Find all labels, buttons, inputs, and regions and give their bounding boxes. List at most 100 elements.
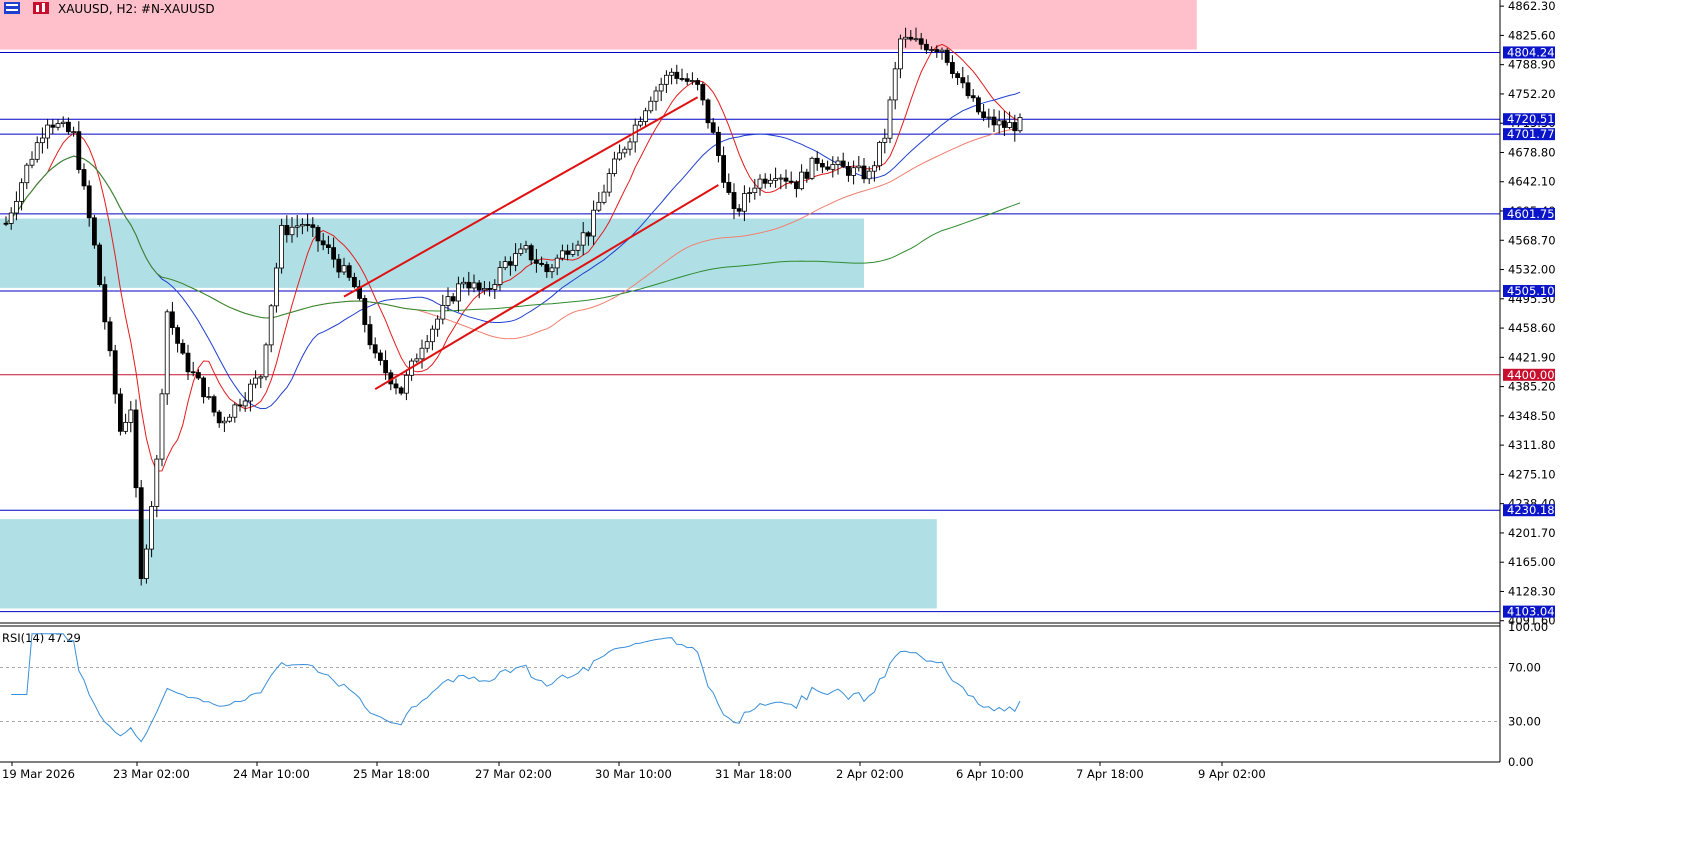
y-tick-label: 4568.70	[1508, 233, 1556, 247]
chart-type-icon[interactable]	[33, 2, 49, 14]
level-price-tag	[1503, 284, 1555, 297]
candle	[107, 317, 113, 357]
rsi-y-tick-label: 0.00	[1508, 755, 1534, 769]
bull-candle-body	[123, 422, 128, 432]
x-tick-label: 9 Apr 02:00	[1198, 767, 1266, 781]
candle	[939, 47, 945, 60]
x-tick-label: 27 Mar 02:00	[475, 767, 552, 781]
bull-candle-body	[1007, 122, 1012, 128]
candle	[206, 386, 212, 400]
bull-candle-body	[882, 137, 888, 143]
bull-candle-body	[403, 374, 409, 394]
candle	[731, 183, 737, 220]
candle	[778, 174, 784, 190]
bull-candle-body	[560, 250, 565, 259]
bear-candle-body	[840, 160, 846, 167]
bear-candle-body	[960, 77, 966, 84]
bull-candle-body	[419, 347, 425, 360]
bull-candle-body	[19, 182, 25, 202]
candle	[227, 414, 233, 423]
x-tick-label: 24 Mar 10:00	[233, 767, 310, 781]
bear-candle-body	[393, 383, 399, 389]
bull-candle-body	[232, 404, 238, 418]
candle	[643, 107, 648, 127]
candle	[830, 156, 836, 178]
bull-candle-body	[247, 383, 253, 402]
bear-candle-body	[107, 321, 113, 352]
candle	[612, 151, 617, 177]
bull-candle-body	[752, 187, 758, 194]
bear-candle-body	[950, 62, 955, 74]
bull-candle-body	[835, 160, 841, 165]
y-tick-label: 4275.10	[1508, 467, 1556, 481]
candle	[809, 156, 815, 181]
bear-candle-body	[736, 208, 742, 212]
level-price-label: 4720.51	[1507, 112, 1555, 126]
y-tick-label: 4642.10	[1508, 175, 1556, 189]
bull-candle-body	[440, 305, 446, 320]
candle	[466, 271, 472, 296]
bear-candle-body	[138, 487, 144, 579]
supply-zone	[0, 0, 1197, 50]
bull-candle-body	[60, 121, 66, 124]
bull-candle-body	[258, 376, 264, 379]
candle	[50, 119, 56, 135]
chart-menu-icon[interactable]	[4, 2, 20, 14]
chart-menu-icon-bar	[6, 4, 18, 6]
candle	[24, 162, 30, 190]
candle	[1017, 113, 1023, 133]
candle	[934, 45, 940, 58]
candle	[664, 70, 669, 93]
candle	[383, 350, 389, 380]
candle	[66, 117, 71, 135]
candle	[445, 287, 451, 311]
bear-candle-body	[762, 178, 768, 184]
candle	[273, 262, 279, 313]
chart-header[interactable]: XAUUSD, H2: #N-XAUUSD	[4, 2, 215, 16]
bull-candle-body	[617, 152, 622, 160]
bull-candle-body	[877, 141, 882, 167]
bear-candle-body	[195, 372, 201, 379]
bear-candle-body	[861, 165, 867, 180]
bull-candle-body	[929, 49, 934, 51]
level-price-label: 4230.18	[1507, 503, 1555, 517]
candle	[299, 218, 305, 235]
bull-candle-body	[768, 179, 773, 184]
candle	[622, 146, 628, 158]
candle	[924, 39, 929, 54]
bear-candle-body	[991, 116, 997, 126]
bear-candle-body	[788, 180, 794, 183]
channel-line[interactable]	[343, 96, 699, 298]
bull-candle-body	[8, 212, 14, 224]
candle	[866, 166, 872, 185]
bull-candle-body	[497, 267, 503, 285]
bear-candle-body	[965, 82, 971, 97]
candle	[825, 160, 830, 172]
candle	[591, 200, 596, 245]
bull-candle-body	[445, 296, 451, 306]
bear-candle-body	[804, 171, 810, 179]
channel-line[interactable]	[374, 184, 719, 391]
bull-candle-body	[29, 158, 35, 166]
candle	[736, 204, 742, 217]
candle	[544, 261, 550, 278]
y-tick-label: 4458.60	[1508, 321, 1556, 335]
candle	[898, 34, 903, 79]
bull-candle-body	[809, 157, 815, 179]
bear-candle-body	[924, 43, 929, 51]
bear-candle-body	[726, 181, 732, 193]
candle	[820, 159, 825, 174]
bull-candle-body	[690, 80, 695, 82]
bear-candle-body	[169, 311, 175, 328]
candle	[846, 161, 851, 182]
level-price-tag	[1503, 113, 1555, 126]
candle	[882, 128, 888, 154]
rsi-y-tick-label: 30.00	[1508, 715, 1541, 729]
bear-candle-body	[794, 181, 799, 190]
x-tick-label: 6 Apr 10:00	[956, 767, 1024, 781]
bull-candle-body	[471, 282, 477, 289]
bear-candle-body	[487, 288, 493, 290]
candle	[40, 127, 45, 154]
bull-candle-body	[747, 192, 752, 195]
chart-type-icon-bar	[42, 3, 45, 12]
